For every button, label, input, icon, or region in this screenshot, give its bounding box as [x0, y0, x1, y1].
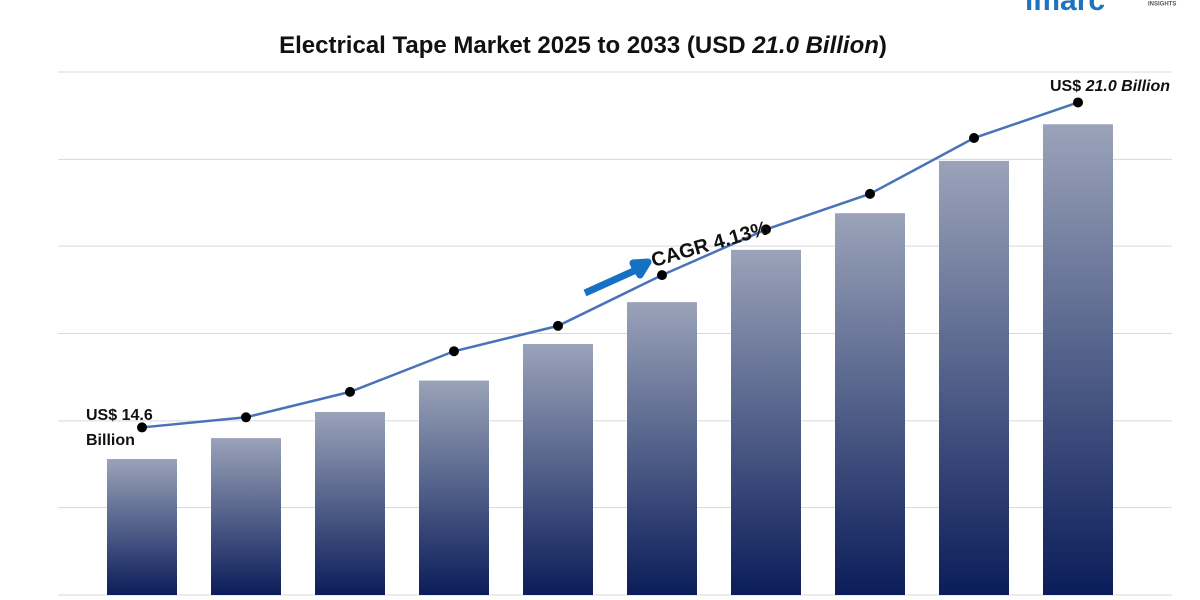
title-part: Electrical Tape Market 2025 to 2033 (USD — [279, 32, 752, 59]
line-marker — [865, 188, 875, 199]
logo-tagline: INSIGHTS — [1148, 2, 1176, 8]
start-label: Billion — [86, 432, 135, 449]
bar — [211, 438, 281, 595]
title-part: ) — [879, 32, 887, 59]
line-marker — [137, 422, 147, 433]
bar — [107, 459, 177, 595]
bar — [315, 411, 385, 595]
bar — [419, 380, 489, 595]
bar — [835, 213, 905, 595]
bar — [939, 160, 1009, 595]
logo: imarc — [1025, 0, 1105, 17]
start-label: US$ 14.6 — [86, 407, 153, 424]
line-marker — [345, 386, 355, 397]
line — [141, 101, 1079, 429]
end-label-part: US$ — [1050, 78, 1086, 95]
bar — [523, 343, 593, 595]
line-marker — [241, 412, 251, 423]
line-marker — [449, 346, 459, 357]
end-label-part: 21.0 Billion — [1085, 78, 1171, 95]
title-part: 21.0 Billion — [751, 32, 879, 59]
line-marker — [761, 224, 771, 235]
bar — [1043, 124, 1113, 596]
bar — [627, 302, 697, 595]
chart-title: Electrical Tape Market 2025 to 2033 (USD… — [279, 32, 887, 59]
end-label: US$ 21.0 Billion — [1050, 78, 1170, 95]
line-marker — [657, 270, 667, 281]
line-marker — [553, 320, 563, 331]
line-marker — [1073, 97, 1083, 108]
cagr-arrow — [583, 258, 652, 297]
line-marker — [969, 133, 979, 144]
bar — [731, 249, 801, 595]
